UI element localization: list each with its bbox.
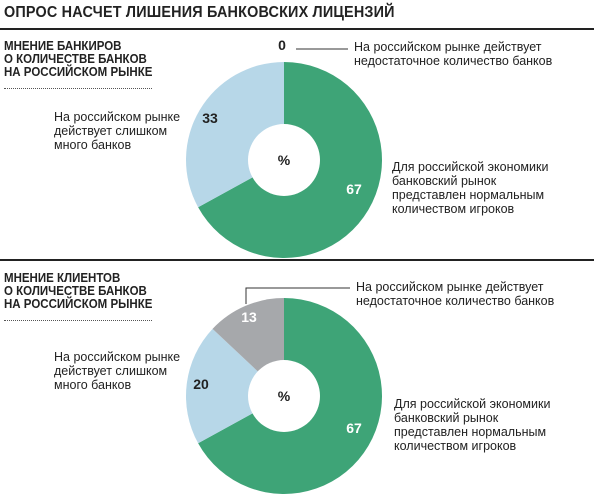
chart1-value-label-1: 67: [346, 181, 362, 197]
chart2-value-label-2: 20: [193, 376, 209, 392]
chart2-title: МНЕНИЕ КЛИЕНТОВ О КОЛИЧЕСТВЕ БАНКОВ НА Р…: [4, 271, 153, 311]
chart1-title-divider: [4, 88, 152, 89]
chart2-unit-label: %: [278, 388, 291, 404]
chart2-slice-2: [186, 328, 284, 444]
page-title: ОПРОС НАСЧЕТ ЛИШЕНИЯ БАНКОВСКИХ ЛИЦЕНЗИЙ: [4, 4, 395, 21]
chart2-center-hole: [248, 360, 320, 432]
chart1-title: МНЕНИЕ БАНКИРОВ О КОЛИЧЕСТВЕ БАНКОВ НА Р…: [4, 39, 153, 79]
chart1-value-label-2: 33: [202, 110, 218, 126]
chart2-title-divider: [4, 320, 152, 321]
chart1-unit-label: %: [278, 152, 291, 168]
chart2-normal-label: Для российской экономики банковский рыно…: [394, 397, 551, 453]
chart2-value-label-0: 13: [241, 309, 257, 325]
chart1-too-many-label: На российском рынке действует слишком мн…: [54, 110, 181, 152]
chart2-too-many-label: На российском рынке действует слишком мн…: [54, 350, 181, 392]
chart1-value-label-0: 0: [278, 37, 286, 53]
title-rule: [0, 28, 594, 30]
section-separator: [0, 259, 594, 261]
chart2-value-label-1: 67: [346, 420, 362, 436]
chart1-center-hole: [248, 124, 320, 196]
chart1-normal-label: Для российской экономики банковский рыно…: [392, 160, 549, 216]
chart1-insufficient-label: На российском рынке действует недостаточ…: [354, 40, 553, 68]
chart2-insufficient-leader: [245, 287, 350, 304]
chart2-insufficient-label: На российском рынке действует недостаточ…: [356, 280, 555, 308]
